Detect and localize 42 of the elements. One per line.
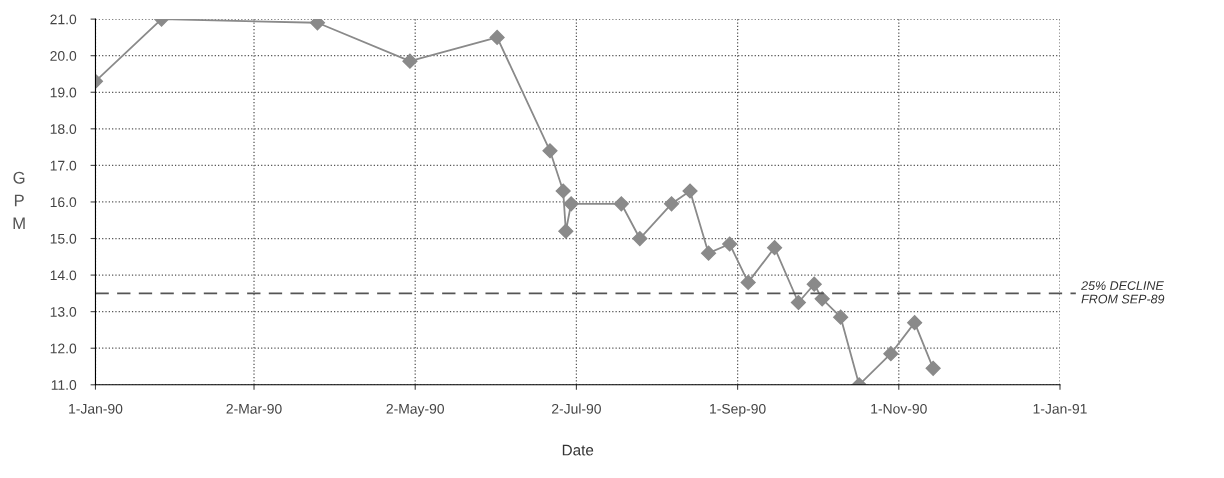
y-tick-label: 14.0 (50, 270, 77, 281)
point (790, 294, 806, 311)
x-axis-title: Date (562, 444, 594, 456)
point (883, 346, 899, 362)
point (489, 29, 505, 45)
point (632, 230, 648, 247)
x-tick-label: 2-Mar-90 (226, 403, 282, 414)
y-tick-label: 21.0 (50, 14, 77, 25)
y-tick-label: 17.0 (50, 160, 77, 171)
y-tick-label: 16.0 (50, 197, 77, 208)
y-tick-label: 13.0 (50, 306, 77, 317)
y-tick-label: 20.0 (50, 51, 77, 61)
point (563, 196, 579, 212)
point (555, 183, 571, 199)
y-tick-label: 15.0 (50, 233, 77, 244)
x-tick-label: 1-Nov-90 (871, 403, 927, 414)
point (700, 245, 717, 261)
y-tick-label: 18.0 (50, 124, 77, 134)
x-tick-label: 1-Sep-90 (710, 403, 766, 417)
point (682, 183, 698, 199)
point (767, 240, 783, 256)
point (402, 53, 418, 69)
ref-line-label: 25% DECLINE FROM SEP-89 (1081, 281, 1165, 304)
x-tick-label: 1-Jan-91 (1033, 403, 1087, 414)
point (663, 196, 680, 212)
y-tick-label: 11.0 (51, 380, 77, 390)
y-tick-label: 12.0 (50, 343, 77, 354)
point (722, 236, 738, 252)
x-tick-label: 2-Jul-90 (552, 403, 601, 414)
y-tick-label: 19.0 (50, 87, 77, 98)
y-axis-title: GPM (13, 171, 25, 230)
point (833, 309, 849, 325)
point (814, 291, 830, 307)
point (542, 143, 558, 159)
point (806, 276, 822, 292)
x-tick-label: 2-May-90 (386, 403, 444, 417)
point (907, 315, 923, 331)
point (558, 223, 574, 239)
point (740, 274, 756, 290)
x-tick-label: 1-Jan-90 (69, 403, 123, 414)
point (613, 196, 629, 212)
point (925, 360, 941, 376)
